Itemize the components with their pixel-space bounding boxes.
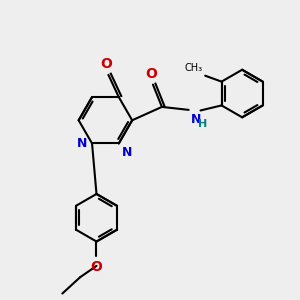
Text: N: N bbox=[122, 146, 133, 159]
Text: O: O bbox=[91, 260, 102, 274]
Text: N: N bbox=[77, 137, 88, 150]
Text: H: H bbox=[198, 119, 207, 129]
Text: O: O bbox=[100, 57, 112, 71]
Text: N: N bbox=[191, 113, 201, 126]
Text: O: O bbox=[146, 67, 158, 81]
Text: CH₃: CH₃ bbox=[185, 63, 203, 73]
